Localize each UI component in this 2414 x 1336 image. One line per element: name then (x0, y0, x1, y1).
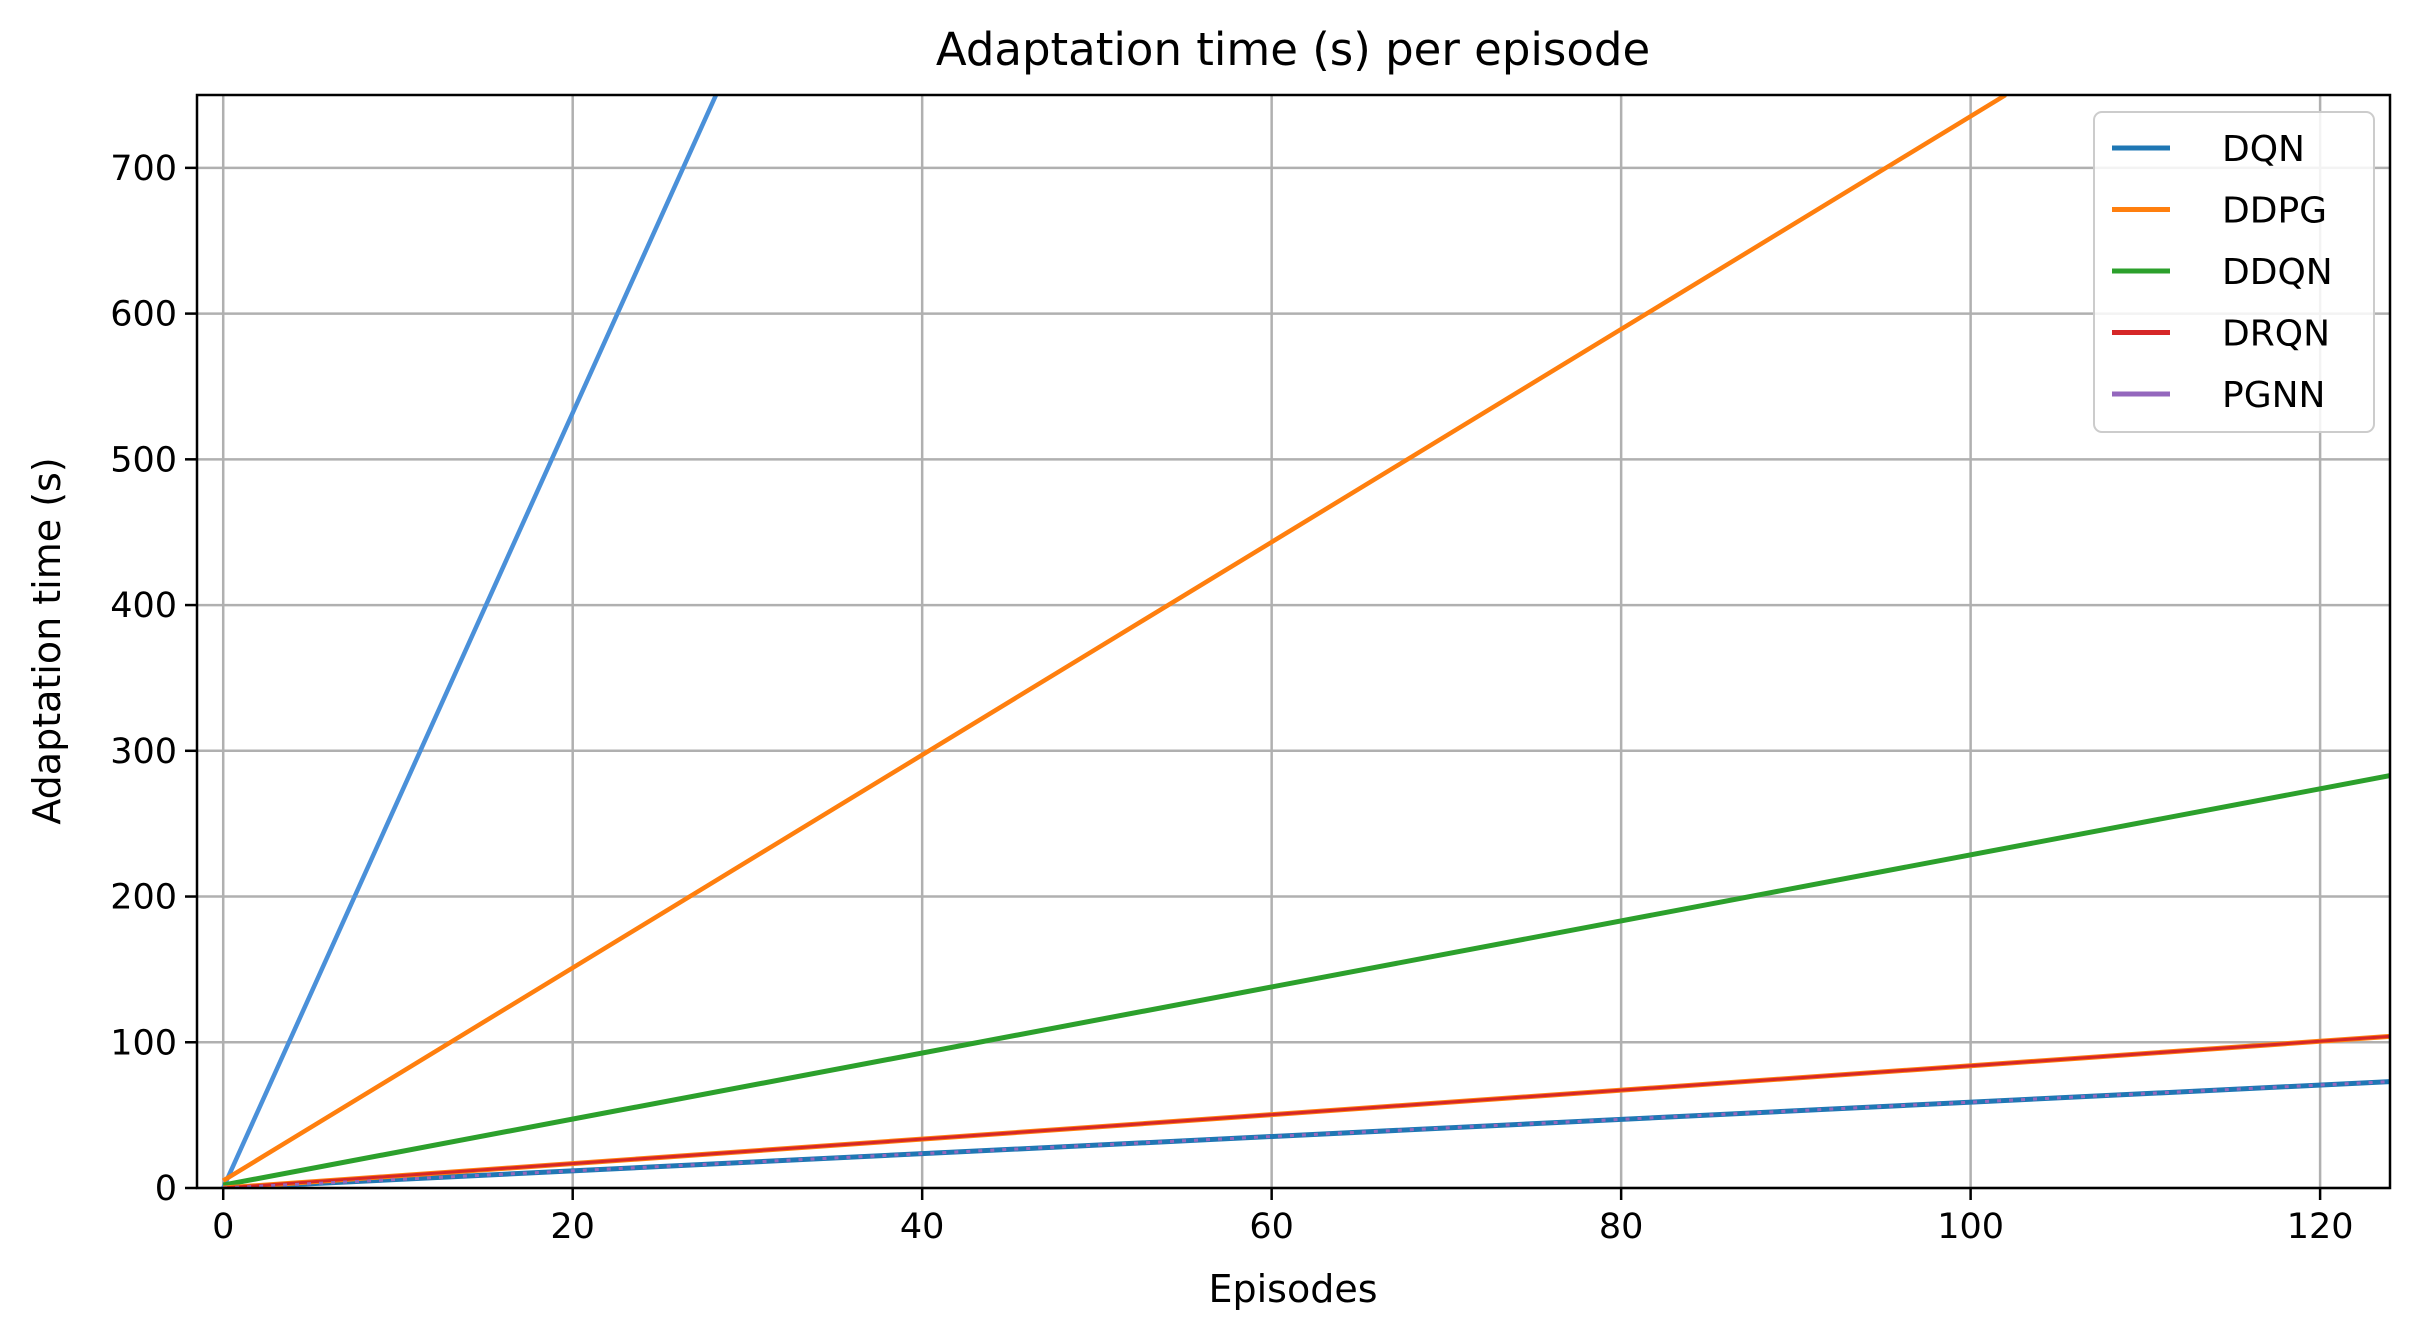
grid (197, 95, 2390, 1190)
ticks: 0 20 40 60 80 100 120 0 100 200 300 400 500 600 700 (110, 149, 2353, 1247)
y-tick-label: 600 (110, 295, 177, 335)
y-tick-label: 400 (110, 586, 177, 626)
series-group (221, 95, 2390, 1188)
x-tick-label: 20 (550, 1207, 595, 1247)
legend: DQN DDPG DDQN DRQN PGNN (2093, 111, 2375, 433)
chart-title: Adaptation time (s) per episode (936, 23, 1650, 76)
legend-label-ddpg: DDPG (2222, 191, 2327, 232)
x-tick-label: 80 (1599, 1207, 1644, 1247)
x-tick-label: 120 (2287, 1207, 2354, 1247)
legend-box (2093, 111, 2375, 433)
series-line-drqn (223, 1034, 2390, 1188)
legend-entries: DQN DDPG DDQN DRQN PGNN (2112, 129, 2333, 416)
unlabeled-line-2 (222, 95, 2007, 1183)
legend-label-ddqn: DDQN (2222, 252, 2333, 293)
y-tick-label: 700 (110, 149, 177, 189)
unlabeled-line-1 (221, 95, 719, 1188)
series-lines (221, 95, 2390, 1188)
series-line-ddqn (222, 773, 2390, 1188)
x-tick-label: 40 (900, 1207, 945, 1247)
y-tick-label: 300 (110, 732, 177, 772)
x-tick-label: 0 (212, 1207, 234, 1247)
y-tick-label: 0 (155, 1169, 177, 1209)
x-tick-label: 100 (1937, 1207, 2004, 1247)
plot-frame (195, 93, 2392, 1190)
x-tick-label: 60 (1249, 1207, 1294, 1247)
legend-label-drqn: DRQN (2222, 314, 2330, 355)
y-axis-label: Adaptation time (s) (25, 457, 69, 824)
x-axis-label: Episodes (1208, 1267, 1377, 1311)
y-tick-label: 200 (110, 878, 177, 918)
legend-label-dqn: DQN (2222, 129, 2305, 170)
y-tick-label: 500 (110, 440, 177, 480)
legend-label-pgnn: PGNN (2222, 375, 2325, 416)
series-line-pgnn (223, 1080, 2390, 1188)
y-tick-label: 100 (110, 1023, 177, 1063)
